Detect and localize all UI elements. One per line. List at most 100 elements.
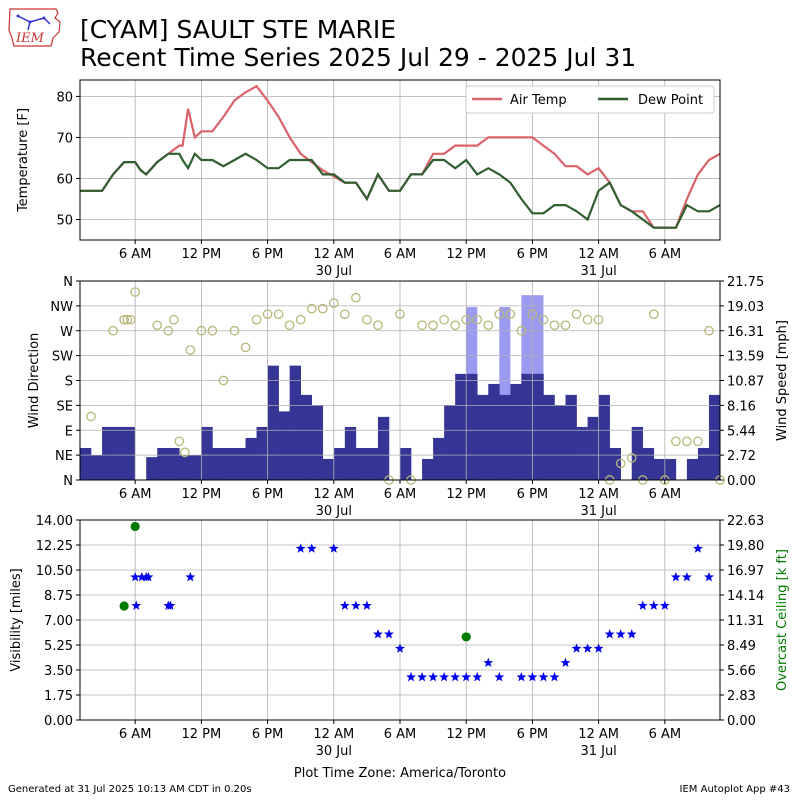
wind-direction-point <box>527 309 538 320</box>
wind-date-label: 30 Jul <box>316 504 352 519</box>
ceiling-point <box>119 601 129 611</box>
temp-ytick-label: 60 <box>56 172 73 187</box>
wind-xtick-label: 6 PM <box>517 487 548 502</box>
wind-direction-point <box>185 345 196 355</box>
wind-dir-tick-label: N <box>63 474 73 489</box>
wind-xtick-label: 6 PM <box>252 487 283 502</box>
vis-xtick-label: 12 PM <box>182 727 222 742</box>
visibility-point <box>143 571 154 582</box>
ceiling-tick-label: 0.00 <box>727 714 756 729</box>
footer-generated-text: Generated at 31 Jul 2025 10:13 AM CDT in… <box>8 784 252 795</box>
vis-date-label: 30 Jul <box>316 744 352 759</box>
wind-xtick-label: 6 AM <box>119 487 152 502</box>
wind-direction-point <box>284 320 295 331</box>
vis-tick-label: 3.50 <box>44 664 73 679</box>
vis-tick-label: 0.00 <box>44 714 73 729</box>
wind-speed-bar <box>664 458 677 480</box>
visibility-point <box>582 643 593 653</box>
x-axis-timezone-label: Plot Time Zone: America/Toronto <box>294 766 506 781</box>
wind-speed-bar <box>587 416 599 480</box>
wind-direction-point <box>108 325 118 336</box>
visibility-point <box>626 629 637 639</box>
vis-xtick-label: 12 AM <box>578 727 619 742</box>
wind-speed-bar <box>113 426 125 480</box>
temp-xtick-label: 6 PM <box>252 247 283 262</box>
wind-speed-bar <box>256 426 268 480</box>
wind-direction-point <box>538 314 549 325</box>
temp-legend-box <box>465 85 715 114</box>
wind-speed-bar <box>377 416 390 480</box>
visibility-point <box>417 671 428 682</box>
visibility-point <box>604 629 615 639</box>
visibility-point <box>372 629 383 639</box>
wind-speed-bar <box>576 426 588 480</box>
wind-speed-bar <box>609 447 621 480</box>
wind-speed-bar <box>642 447 655 480</box>
visibility-point <box>384 629 394 639</box>
visibility-point <box>295 543 306 553</box>
wind-direction-point <box>125 314 136 325</box>
iem-logo: IEM <box>6 6 64 50</box>
visibility-point <box>483 657 494 668</box>
ceiling-tick-label: 19.80 <box>727 539 764 554</box>
wind-direction-point <box>682 436 692 447</box>
wind-speed-bar <box>333 447 346 480</box>
wind-speed-bar <box>124 426 136 480</box>
wind-direction-point <box>571 309 582 320</box>
visibility-point <box>593 643 604 653</box>
wind-speed-bar <box>212 447 224 480</box>
wind-dir-tick-label: NW <box>50 300 73 315</box>
wind-speed-bar <box>190 455 202 480</box>
wind-direction-point <box>549 320 560 331</box>
vis-xtick-label: 6 PM <box>517 727 548 742</box>
temp-date-label: 30 Jul <box>316 264 352 279</box>
visibility-point <box>681 571 692 582</box>
visibility-point <box>516 671 527 682</box>
wind-speed-bar <box>179 455 191 480</box>
visibility-point <box>659 600 670 610</box>
wind-direction-point <box>229 325 240 336</box>
wind-direction-point <box>593 314 604 325</box>
vis-tick-label: 12.25 <box>36 539 73 554</box>
vis-tick-label: 8.75 <box>44 589 73 604</box>
visibility-point <box>428 671 439 682</box>
wind-speed-bar <box>344 426 357 480</box>
ceiling-tick-label: 11.31 <box>727 614 764 629</box>
visibility-point <box>406 671 416 682</box>
wind-direction-point <box>626 453 637 463</box>
wind-speed-axis-label: Wind Speed [mph] <box>775 320 790 441</box>
wind-direction-point <box>648 309 659 320</box>
wind-direction-point <box>693 436 703 447</box>
wind-speed-bar <box>488 383 500 480</box>
wind-direction-point <box>130 287 141 297</box>
wind-speed-tick-label: 13.59 <box>727 350 764 365</box>
wind-direction-point <box>560 320 571 331</box>
wind-direction-point <box>494 309 505 320</box>
wind-dir-tick-label: NE <box>55 449 73 464</box>
temp-xtick-label: 6 AM <box>649 247 682 262</box>
wind-speed-bar <box>510 383 522 480</box>
visibility-point <box>560 657 571 668</box>
visibility-point <box>328 543 339 553</box>
chart-title-line2: Recent Time Series 2025 Jul 29 - 2025 Ju… <box>80 43 637 72</box>
wind-dir-tick-label: S <box>65 375 73 390</box>
footer-app-text: IEM Autoplot App #43 <box>679 784 790 795</box>
vis-xtick-label: 12 PM <box>446 727 486 742</box>
vis-xtick-label: 12 AM <box>313 727 354 742</box>
visibility-point <box>648 600 659 610</box>
wind-speed-bar <box>289 365 301 480</box>
visibility-point <box>549 671 560 682</box>
wind-speed-bar <box>102 426 114 480</box>
legend-dew-point-label: Dew Point <box>638 93 703 108</box>
wind-speed-bar <box>631 426 644 480</box>
temp-axis-label: Temperature [F] <box>16 108 31 213</box>
wind-direction-point <box>704 325 714 336</box>
wind-dir-tick-label: W <box>60 325 73 340</box>
vis-xtick-label: 6 AM <box>119 727 152 742</box>
visibility-point <box>165 600 176 610</box>
wind-xtick-label: 12 PM <box>182 487 222 502</box>
wind-speed-bar <box>455 373 467 480</box>
wind-direction-axis-label: Wind Direction <box>27 333 42 429</box>
visibility-point <box>395 643 405 653</box>
